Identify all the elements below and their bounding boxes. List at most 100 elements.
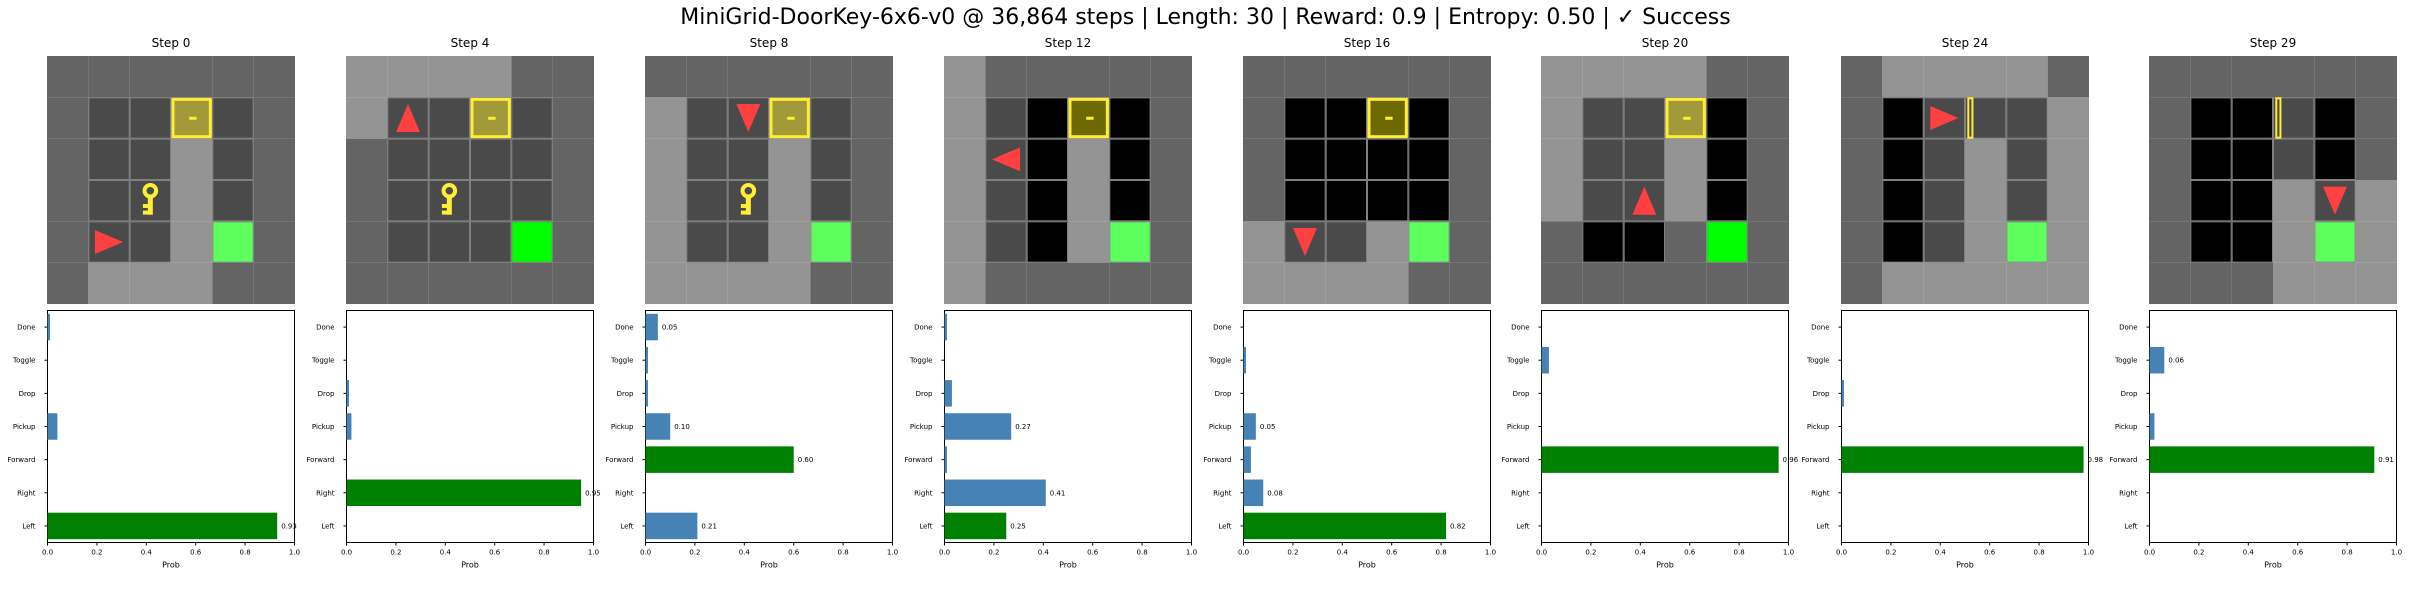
grid-cell: [1109, 221, 1151, 263]
grid-cell: [645, 97, 687, 139]
grid-cell: [212, 180, 254, 222]
grid-cell: [727, 262, 769, 304]
plot-frame: [645, 310, 893, 543]
grid-cell: [47, 262, 89, 304]
y-tick-label: Left: [1516, 522, 1529, 530]
grid-cell: [1109, 97, 1151, 139]
grid-line: [727, 97, 769, 139]
grid-line: [2006, 221, 2048, 263]
y-tick-label: Done: [1511, 324, 1529, 332]
x-tick-label: 0.6: [788, 549, 800, 557]
grid-line: [985, 97, 1027, 139]
y-tick-label: Pickup: [611, 423, 634, 431]
y-tick-label: Right: [17, 489, 36, 497]
grid-cell: [88, 97, 130, 139]
grid-cell: [470, 180, 512, 222]
grid-cell: [2231, 221, 2273, 263]
grid-cell: [1882, 262, 1924, 304]
prob-bar: [1243, 413, 1256, 440]
grid-cell: [1449, 180, 1491, 222]
grid-cell: [171, 56, 213, 98]
grid-line: [2006, 97, 2048, 139]
agent-arrow-icon: [991, 147, 1021, 172]
grid-cell: [2273, 180, 2315, 222]
grid-cell: [346, 180, 388, 222]
grid-cell: [1026, 138, 1068, 180]
grid-line: [727, 221, 769, 263]
grid-cell: [552, 97, 594, 139]
grid-line: [2314, 221, 2356, 263]
plot-frame: [1841, 310, 2089, 543]
x-axis-label: Prob: [1656, 561, 1674, 570]
grid-cell: [944, 138, 986, 180]
grid-cell: [1882, 221, 1924, 263]
y-tick-label: Right: [914, 489, 933, 497]
y-tick-label: Forward: [1203, 456, 1231, 464]
grid-cell: [387, 138, 429, 180]
prob-bar: [1541, 346, 1549, 374]
grid-line: [387, 138, 429, 180]
grid-cell: [1325, 97, 1367, 139]
grid-cell: [2047, 97, 2089, 139]
grid-cell: [1582, 138, 1624, 180]
grid-cell: [1243, 221, 1285, 263]
grid-cell: [1408, 138, 1450, 180]
agent-arrow-icon: [1293, 227, 1317, 257]
grid-line: [2273, 138, 2315, 180]
grid-line: [810, 97, 852, 139]
grid-cell: [171, 138, 213, 180]
action-prob-chart: Left 0.21 Right Forward 0.60 Pickup 0.10 Drop To…: [605, 310, 898, 570]
action-prob-chart: Left Right Forward 0.98 Pickup Drop Toggle Done…: [1801, 310, 2103, 570]
x-tick-label: 0.6: [2292, 549, 2304, 557]
grid-cell: [810, 262, 852, 304]
x-tick-label: 0.0: [1836, 549, 1847, 557]
step-panel: Step 12 Left 0.25 Right 0.41 Forward Pickup 0.2…: [904, 36, 1197, 606]
grid-cell: [253, 97, 295, 139]
agent-arrow-icon: [1632, 186, 1657, 215]
agent-arrow-icon: [94, 230, 124, 254]
grid-line: [511, 138, 553, 180]
grid-line: [2190, 138, 2232, 180]
grid-cell: [1367, 138, 1409, 180]
grid-cell: [1965, 180, 2007, 222]
door-handle: [1385, 116, 1393, 120]
prob-bar: [47, 512, 278, 540]
grid-cell: [1541, 221, 1583, 263]
bar-value-label: 0.98: [2088, 456, 2104, 464]
agent-arrow-icon: [1930, 106, 1959, 130]
grid-cell: [47, 221, 89, 263]
grid-cell: [470, 138, 512, 180]
grid-cell: [1408, 221, 1450, 263]
grid-cell: [1541, 138, 1583, 180]
grid-cell: [47, 56, 89, 98]
grid-cell: [686, 138, 728, 180]
x-tick-label: 0.4: [1635, 549, 1647, 557]
grid-line: [1367, 138, 1409, 180]
grid-line: [2190, 97, 2232, 139]
grid-cell: [1923, 221, 1965, 263]
grid-cell: [851, 138, 893, 180]
grid-cell: [1706, 56, 1748, 98]
grid-cell: [769, 56, 811, 98]
grid-cell: [1243, 97, 1285, 139]
bar-value-label: 0.82: [1450, 522, 1466, 530]
grid-cell: [2231, 138, 2273, 180]
grid-cell: [1582, 262, 1624, 304]
grid-line: [1623, 221, 1665, 263]
prob-bar: [346, 413, 352, 440]
grid-line: [1109, 138, 1151, 180]
grid-cell: [1449, 56, 1491, 98]
prob-bar: [1541, 446, 1779, 473]
grid-cell: [129, 97, 171, 139]
y-tick-label: Right: [615, 489, 634, 497]
grid-cell: [2047, 138, 2089, 180]
bar-value-label: 0.25: [1010, 522, 1026, 530]
prob-bar: [346, 479, 582, 507]
grid-cell: [1665, 180, 1707, 222]
grid-cell: [47, 138, 89, 180]
y-tick-label: Forward: [605, 456, 633, 464]
prob-bar: [645, 346, 648, 374]
grid-cell: [1923, 262, 1965, 304]
grid-cell: [686, 262, 728, 304]
y-tick-label: Pickup: [13, 423, 36, 431]
